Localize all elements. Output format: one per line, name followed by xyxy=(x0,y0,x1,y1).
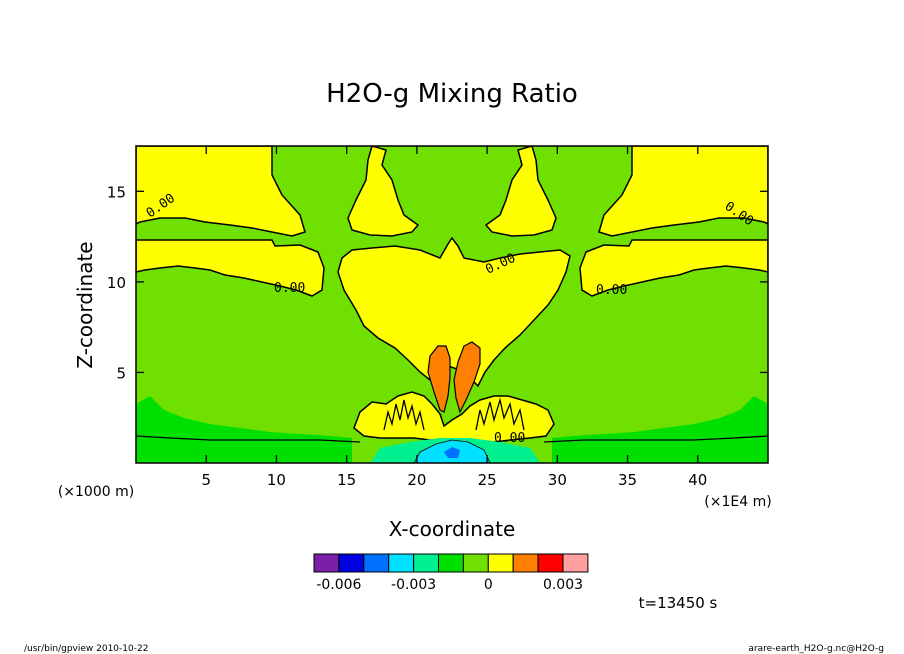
region-orange-left xyxy=(427,345,451,413)
region-green-lower-right xyxy=(552,396,768,463)
colorbar-swatch xyxy=(562,553,589,573)
colorbar-swatch xyxy=(537,553,564,573)
region-yellow-lower-middle xyxy=(353,391,555,447)
region-orange-right xyxy=(453,341,481,414)
contour-jagged-left xyxy=(383,399,425,431)
x-tick-label: 20 xyxy=(407,471,426,489)
y-axis-title: Z-coordinate xyxy=(73,241,97,368)
region-yellow-upper-right-plume xyxy=(484,146,557,237)
y-tick-label: 5 xyxy=(116,364,126,382)
y-axis-unit: (×1000 m) xyxy=(58,484,134,500)
x-tick-label: 30 xyxy=(548,471,567,489)
colorbar-swatch xyxy=(338,553,365,573)
colorbar-swatch xyxy=(363,553,390,573)
region-yellow-top-left xyxy=(136,146,306,237)
region-yellow-left-band xyxy=(136,239,325,297)
contour-label: 0.00 xyxy=(494,431,525,446)
y-tick-label: 15 xyxy=(107,183,126,201)
colorbar-swatch xyxy=(487,553,514,573)
y-tick-label: 10 xyxy=(107,274,126,292)
region-blue-patch xyxy=(444,447,460,458)
x-axis-unit: (×1E4 m) xyxy=(704,494,771,510)
x-tick-label: 25 xyxy=(478,471,497,489)
colorbar-tick-label: 0.003 xyxy=(543,577,583,593)
colorbar-swatch xyxy=(438,553,464,573)
colorbar-tick-labels: -0.006 -0.003 0 0.003 xyxy=(316,577,583,593)
colorbar xyxy=(313,553,589,573)
region-yellow-anvil xyxy=(337,236,571,388)
contour-label: 0.00 xyxy=(596,283,627,298)
colorbar-swatch xyxy=(512,553,539,573)
x-tick-label: 40 xyxy=(688,471,707,489)
colorbar-tick-label: -0.003 xyxy=(391,577,436,593)
footer-right: arare-earth_H2O-g.nc@H2O-g xyxy=(748,644,884,654)
colorbar-tick-label: 0 xyxy=(484,577,493,593)
region-green-lower-left xyxy=(136,396,352,463)
y-axis-ticks: 5 10 15 xyxy=(107,183,768,382)
colorbar-swatch xyxy=(413,553,440,573)
x-axis-title: X-coordinate xyxy=(389,517,516,541)
x-tick-label: 15 xyxy=(337,471,356,489)
x-tick-label: 35 xyxy=(618,471,637,489)
contour-jagged-right xyxy=(475,397,525,431)
region-yellow-right-band xyxy=(579,239,768,297)
x-tick-label: 5 xyxy=(201,471,211,489)
colorbar-swatch xyxy=(462,553,489,573)
x-tick-label: 10 xyxy=(267,471,286,489)
contour-label: 0.00 xyxy=(274,281,305,296)
colorbar-tick-label: -0.006 xyxy=(316,577,361,593)
contour-line-left xyxy=(136,435,361,443)
plot-frame xyxy=(135,145,769,464)
plot-area: 0.00 0.00 0.00 0.00 0.00 0.00 xyxy=(135,145,769,464)
colorbar-swatch xyxy=(388,553,415,573)
x-axis-ticks: 5 10 15 20 25 30 35 40 xyxy=(201,146,707,489)
footer-left: /usr/bin/gpview 2010-10-22 xyxy=(24,644,148,654)
region-yellow-top-right xyxy=(598,146,768,237)
region-yellow-upper-left-plume xyxy=(347,146,420,237)
colorbar-swatch xyxy=(313,553,340,573)
contour-line-right xyxy=(543,435,768,443)
chart-title: H2O-g Mixing Ratio xyxy=(326,79,578,109)
time-annotation: t=13450 s xyxy=(639,594,718,612)
